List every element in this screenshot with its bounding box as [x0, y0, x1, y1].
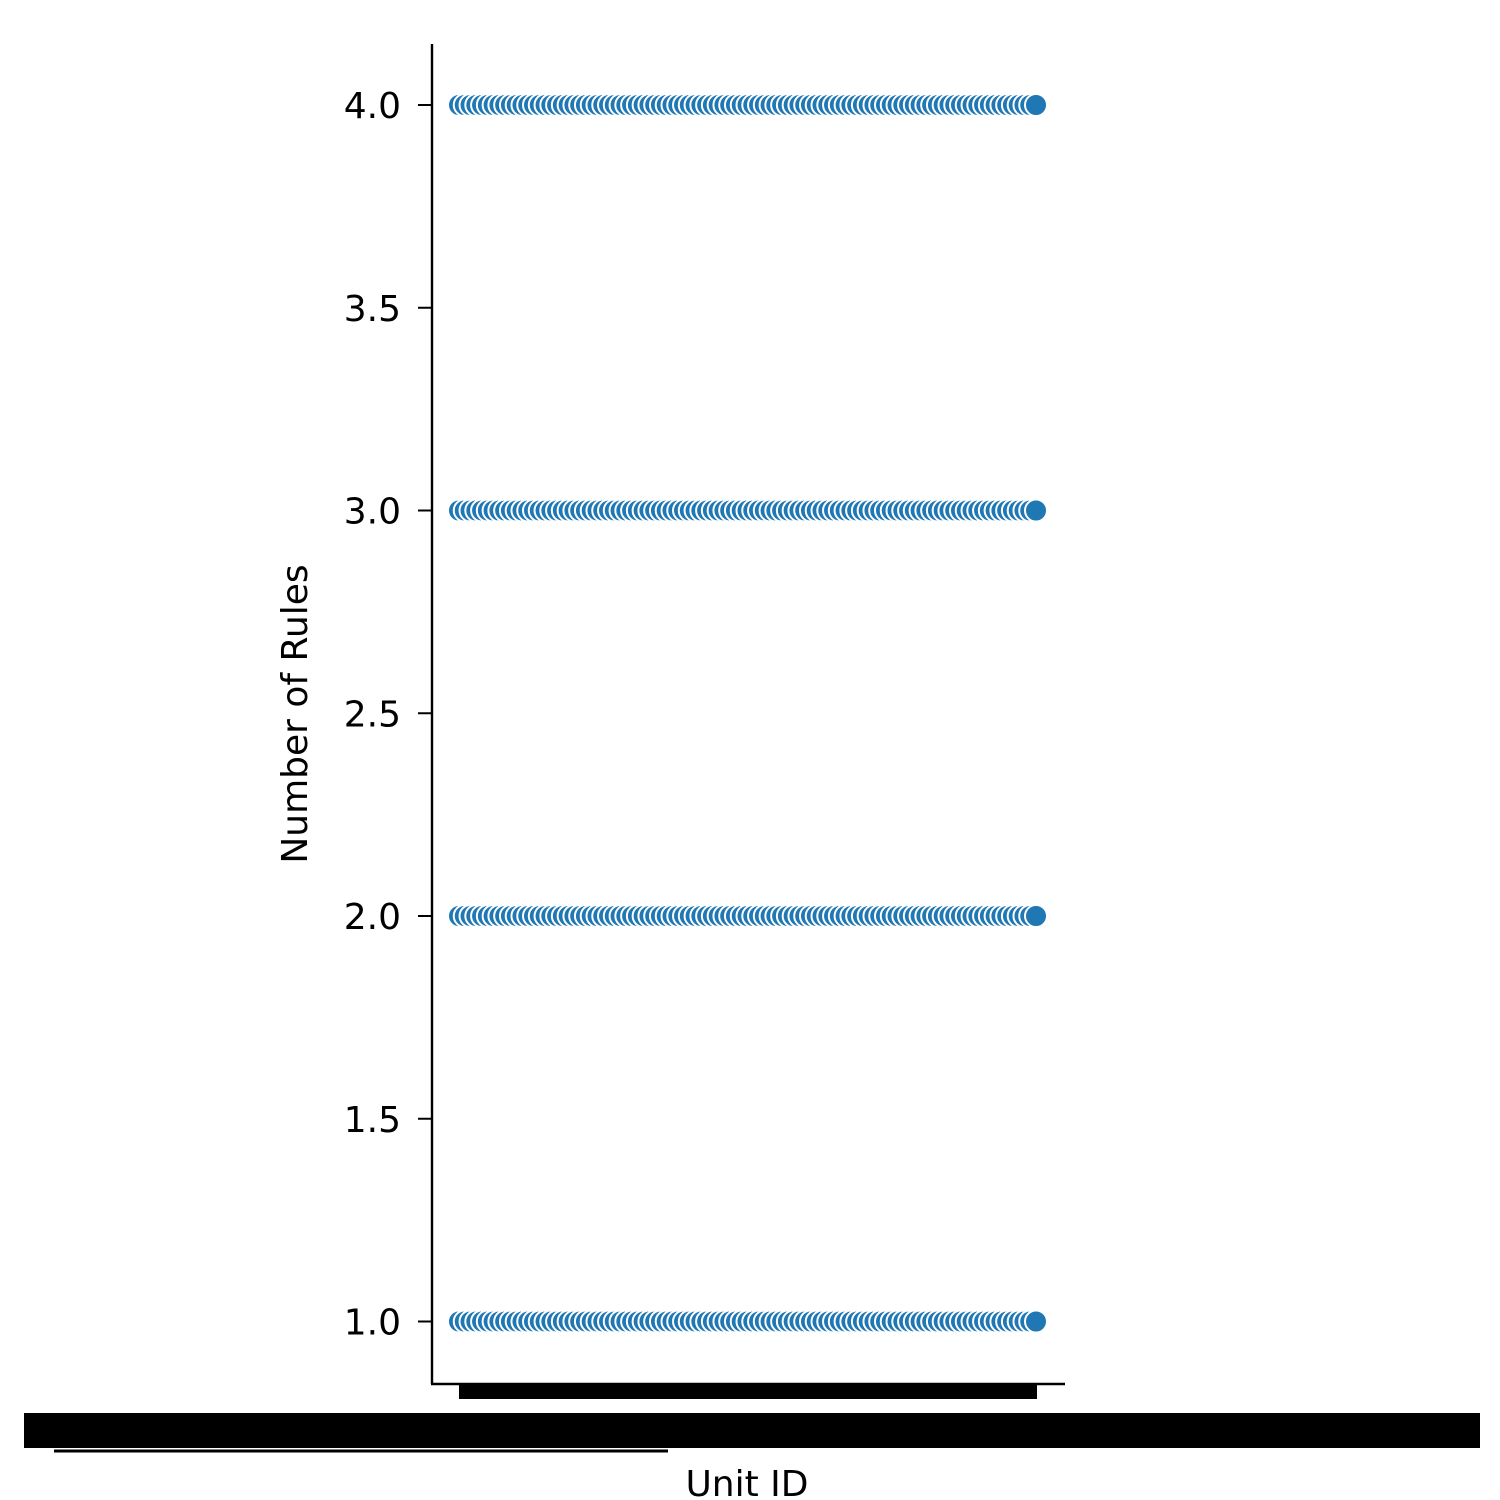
data-point	[1024, 904, 1048, 928]
y-tick-label: 3.5	[344, 289, 401, 330]
x-axis-title: Unit ID	[685, 1464, 808, 1500]
x-tick-marks-band	[459, 1384, 1037, 1399]
y-axis-title: Number of Rules	[275, 564, 316, 863]
x-tick-labels-band	[24, 1413, 1480, 1448]
y-tick-label: 4.0	[344, 86, 401, 127]
data-points	[447, 93, 1048, 1334]
y-tick-label: 2.5	[344, 694, 401, 735]
y-tick-label: 2.0	[344, 897, 401, 938]
data-point	[1024, 1309, 1048, 1334]
y-axis-ticks: 1.0 1.5 2.0 2.5 3.0 3.5 4.0	[344, 86, 432, 1344]
data-point	[1024, 498, 1048, 523]
y-tick-label: 1.0	[344, 1303, 401, 1344]
y-tick-label: 1.5	[344, 1100, 401, 1141]
y-tick-label: 3.0	[344, 492, 401, 533]
data-point	[1024, 93, 1048, 117]
